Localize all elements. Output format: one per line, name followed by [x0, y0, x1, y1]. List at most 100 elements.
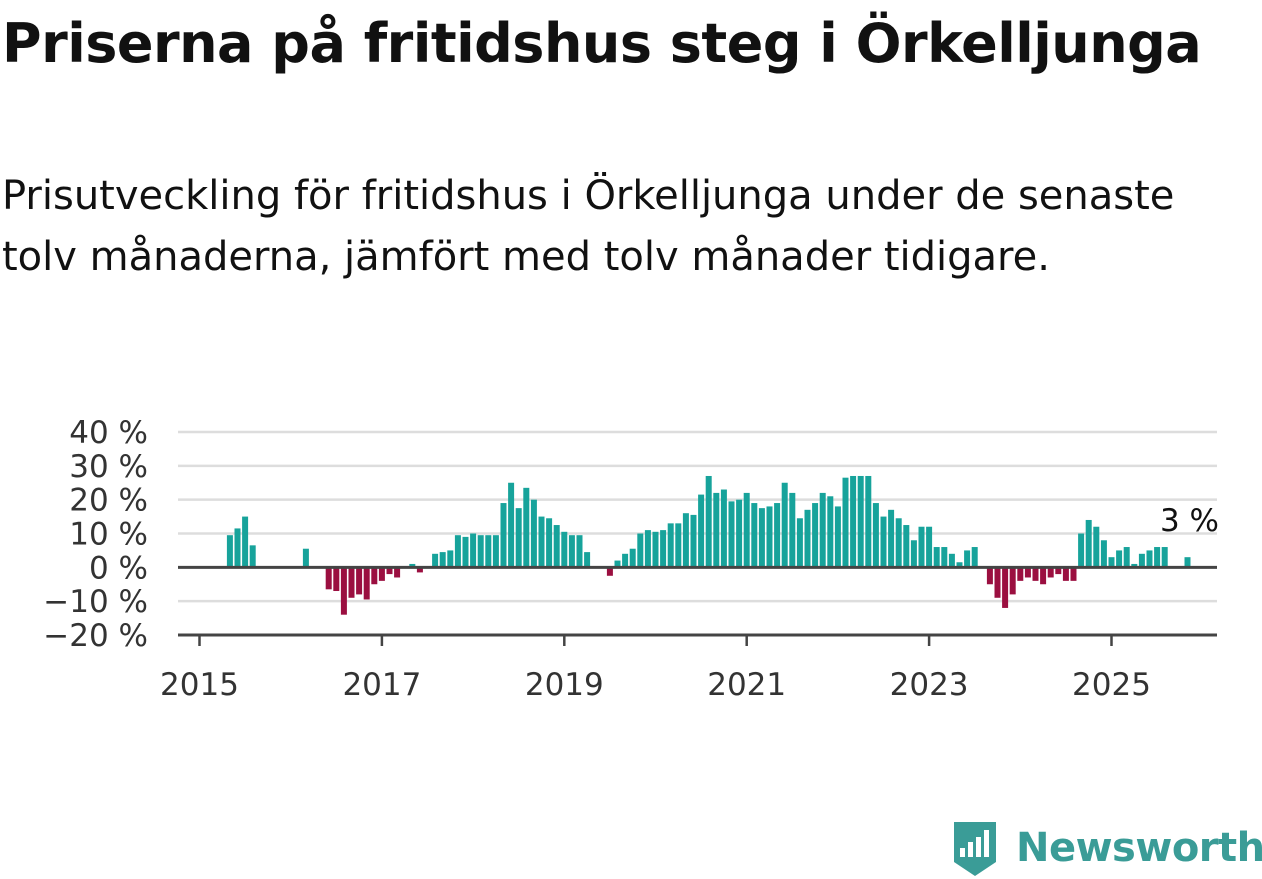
brand-name: Newsworthy: [1016, 825, 1262, 871]
bar: [948, 553, 955, 568]
bar: [1161, 547, 1168, 568]
bar: [812, 503, 819, 568]
bar: [568, 535, 575, 568]
bar: [827, 496, 834, 568]
bar: [378, 567, 385, 581]
bar: [781, 482, 788, 568]
chart-title: Priserna på fritidshus steg i Örkelljung…: [2, 12, 1202, 75]
bar: [895, 518, 902, 568]
bar: [432, 553, 439, 568]
bar: [515, 508, 522, 568]
bar: [477, 535, 484, 568]
bar: [660, 530, 667, 568]
last-value-label: 3 %: [1160, 503, 1219, 539]
bar: [728, 501, 735, 568]
bar: [956, 562, 963, 568]
bar: [500, 503, 507, 568]
bar: [872, 503, 879, 568]
bar: [439, 552, 446, 568]
bar: [842, 477, 849, 568]
bar: [523, 487, 530, 568]
bar: [918, 526, 925, 568]
bar: [371, 567, 378, 585]
bar: [1070, 567, 1077, 581]
bar: [1138, 553, 1145, 568]
bar: [1093, 526, 1100, 568]
y-tick-label: −10 %: [43, 584, 148, 620]
bar: [713, 492, 720, 568]
x-tick-label: 2015: [160, 667, 239, 700]
x-tick-label: 2021: [707, 667, 786, 700]
bar: [1116, 550, 1123, 568]
bar: [888, 509, 895, 568]
bar: [834, 506, 841, 568]
bar: [903, 525, 910, 568]
bar: [470, 533, 477, 568]
bar: [606, 567, 613, 576]
bar: [850, 475, 857, 568]
bar: [964, 550, 971, 568]
bar: [226, 535, 233, 568]
bar: [682, 513, 689, 568]
bar: [1154, 547, 1161, 568]
bar: [1032, 567, 1039, 581]
bar: [1024, 567, 1031, 578]
bar: [561, 531, 568, 568]
bar: [994, 567, 1001, 598]
bar-chart: 40 %30 %20 %10 %0 %−10 %−20 % 2015 2017 201…: [43, 415, 1219, 700]
bar: [941, 547, 948, 568]
bar: [249, 545, 256, 568]
bar: [736, 499, 743, 568]
bar: [409, 563, 416, 568]
bar: [637, 533, 644, 568]
bar: [1002, 567, 1009, 608]
newsworthy-logo: Newsworthy: [950, 818, 1262, 878]
bar: [971, 547, 978, 568]
bar: [652, 531, 659, 568]
bar: [857, 475, 864, 568]
bar: [234, 528, 241, 568]
bar: [675, 523, 682, 568]
bar: [485, 535, 492, 568]
x-tick-label: 2023: [890, 667, 969, 700]
grid-lines: [178, 430, 1217, 603]
bar: [1123, 547, 1130, 568]
y-tick-label: 30 %: [69, 449, 148, 485]
bar: [622, 553, 629, 568]
bar: [819, 492, 826, 568]
bar: [1040, 567, 1047, 585]
bar: [766, 506, 773, 568]
y-tick-label: 20 %: [69, 483, 148, 519]
bar: [538, 516, 545, 568]
bar: [394, 567, 401, 578]
bar: [690, 514, 697, 568]
y-tick-label: 40 %: [69, 415, 148, 451]
axes: [178, 565, 1217, 646]
bar: [1108, 557, 1115, 568]
bar: [758, 508, 765, 568]
bar: [1085, 519, 1092, 568]
bar: [584, 552, 591, 568]
y-tick-label: −20 %: [43, 618, 148, 654]
x-tick-label: 2019: [525, 667, 604, 700]
bar: [325, 567, 332, 590]
bar: [1184, 557, 1191, 568]
bar: [576, 535, 583, 568]
bar: [751, 503, 758, 568]
bar: [447, 550, 454, 568]
bar: [910, 540, 917, 568]
bar: [333, 567, 340, 592]
bar-chart-badge-icon: [954, 822, 996, 876]
bar: [546, 518, 553, 568]
y-tick-label: 0 %: [89, 550, 148, 586]
bar: [1131, 563, 1138, 568]
x-tick-label: 2017: [342, 667, 421, 700]
bar: [743, 492, 750, 568]
bar: [1055, 567, 1062, 575]
bar: [454, 535, 461, 568]
bar: [698, 494, 705, 568]
bar: [416, 567, 423, 573]
tick-labels: 40 %30 %20 %10 %0 %−10 %−20 % 2015 2017 201…: [43, 415, 1219, 700]
bar: [644, 530, 651, 568]
bar: [363, 567, 370, 600]
